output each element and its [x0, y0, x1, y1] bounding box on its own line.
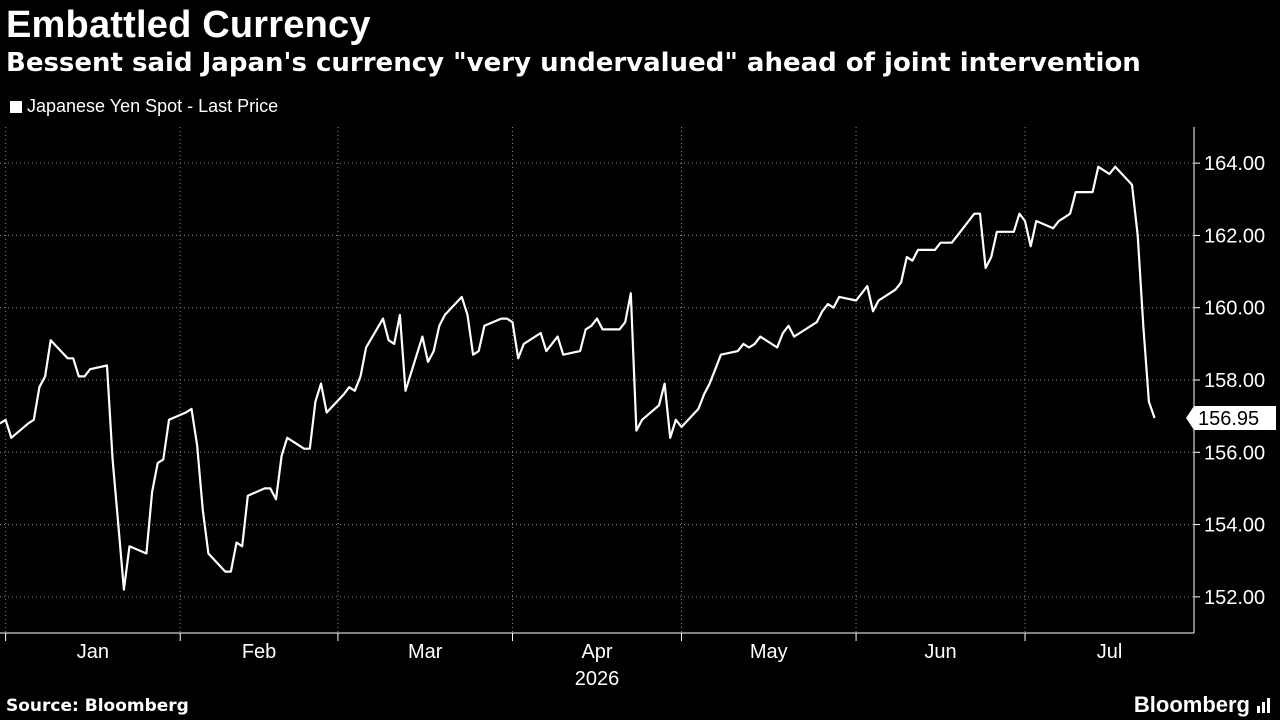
legend: Japanese Yen Spot - Last Price: [10, 96, 278, 117]
y-tick-label: 158.00: [1204, 370, 1265, 392]
y-tick-label: 160.00: [1204, 298, 1265, 320]
x-tick-label: Jan: [77, 641, 109, 663]
y-tick-label: 162.00: [1204, 225, 1265, 247]
y-tick-label: 154.00: [1204, 515, 1265, 537]
y-tick-label: 156.00: [1204, 442, 1265, 464]
y-tick-label: 164.00: [1204, 153, 1265, 175]
x-tick-label: Jul: [1097, 641, 1123, 663]
last-value-label: 156.95: [1198, 408, 1259, 430]
last-value-badge: 156.95: [1186, 405, 1276, 430]
x-tick-label: May: [750, 641, 788, 663]
x-tick-label: Mar: [408, 641, 443, 663]
last-value-badge-bg: [1186, 405, 1276, 430]
chart-title: Embattled Currency: [6, 4, 371, 46]
bloomberg-mark-icon: [1257, 698, 1270, 713]
x-tick-label: Feb: [242, 641, 276, 663]
source-note: Source: Bloomberg: [6, 696, 189, 716]
x-tick-label: Apr: [581, 641, 612, 663]
legend-swatch: [10, 100, 22, 113]
x-tick-label: Jun: [924, 641, 956, 663]
y-tick-label: 152.00: [1204, 587, 1265, 609]
series-line: [0, 165, 1156, 591]
x-axis-year-label: 2026: [575, 668, 620, 690]
brand-logo-text: Bloomberg: [1133, 692, 1250, 717]
chart-subtitle: Bessent said Japan's currency "very unde…: [6, 48, 1141, 78]
legend-label: Japanese Yen Spot - Last Price: [27, 96, 279, 116]
